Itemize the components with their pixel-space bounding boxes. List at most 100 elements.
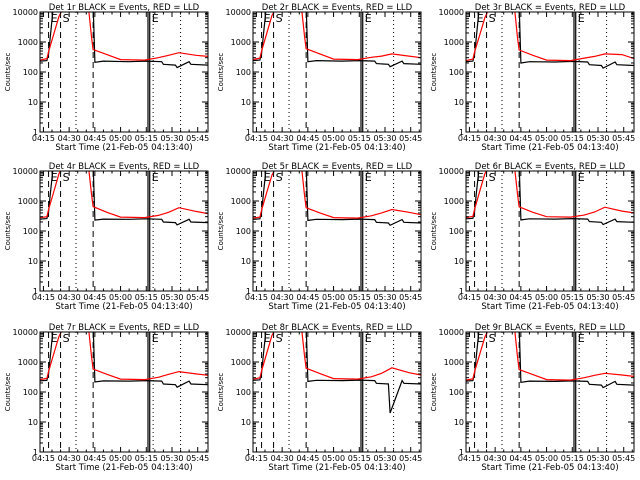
- x-tick-label: 05:15: [135, 134, 158, 143]
- y-tick-label: 10000: [439, 328, 464, 337]
- x-tick-label: 05:15: [348, 293, 371, 302]
- x-tick-label: 05:00: [322, 454, 345, 463]
- y-tick-label: 100: [23, 388, 38, 397]
- lld-series-line: [253, 171, 421, 219]
- lld-series-line: [253, 12, 421, 61]
- lld-series-line: [40, 332, 208, 381]
- x-tick-label: 04:15: [32, 293, 55, 302]
- lld-series-line: [40, 12, 208, 61]
- panel-title: Det 4r BLACK = Events, RED = LLD: [49, 162, 200, 172]
- x-tick-label: 05:45: [399, 293, 422, 302]
- x-tick-label: 05:45: [612, 293, 635, 302]
- x-axis-label: Start Time (21-Feb-05 04:13:40): [55, 302, 192, 312]
- y-tick-label: 1: [459, 128, 464, 137]
- marker-letter: S: [276, 12, 283, 25]
- y-tick-label: 10000: [439, 8, 464, 17]
- lld-series-line: [466, 12, 634, 62]
- panel-title: Det 2r BLACK = Events, RED = LLD: [262, 3, 413, 13]
- axes-frame: [465, 170, 635, 292]
- x-tick-label: 04:30: [58, 293, 81, 302]
- axes-frame: [252, 331, 422, 453]
- y-tick-label: 10: [28, 98, 38, 107]
- y-axis-label: Counts/sec: [430, 212, 438, 251]
- marker-letter: E: [477, 332, 484, 345]
- axes-frame: [39, 331, 209, 453]
- x-tick-label: 04:30: [58, 454, 81, 463]
- y-tick-label: 1: [459, 448, 464, 457]
- y-tick-label: 1: [246, 448, 251, 457]
- x-tick-label: 04:30: [58, 134, 81, 143]
- marker-letter: E: [51, 171, 58, 184]
- x-tick-label: 05:00: [535, 134, 558, 143]
- y-tick-label: 10: [241, 98, 251, 107]
- x-tick-label: 04:45: [509, 293, 532, 302]
- y-tick-label: 1: [33, 128, 38, 137]
- y-tick-label: 10: [454, 257, 464, 266]
- marker-letter: E: [365, 12, 372, 25]
- y-tick-label: 100: [23, 227, 38, 236]
- marker-letter: E: [152, 332, 159, 345]
- y-tick-label: 10: [28, 418, 38, 427]
- x-axis-label: Start Time (21-Feb-05 04:13:40): [481, 143, 618, 153]
- panel-title: Det 1r BLACK = Events, RED = LLD: [49, 3, 200, 13]
- y-axis-label: Counts/sec: [4, 53, 12, 92]
- x-tick-label: 05:15: [135, 293, 158, 302]
- marker-letter: E: [578, 332, 585, 345]
- lld-series-line: [40, 171, 208, 219]
- y-tick-label: 100: [449, 388, 464, 397]
- y-tick-label: 10000: [226, 8, 251, 17]
- x-tick-label: 05:45: [186, 134, 209, 143]
- marker-letter: E: [264, 332, 271, 345]
- x-tick-label: 05:00: [109, 454, 132, 463]
- x-axis-label: Start Time (21-Feb-05 04:13:40): [268, 463, 405, 473]
- x-tick-label: 05:00: [535, 293, 558, 302]
- x-tick-label: 04:15: [458, 134, 481, 143]
- y-tick-label: 1000: [231, 38, 251, 47]
- x-axis-label: Start Time (21-Feb-05 04:13:40): [481, 463, 618, 473]
- marker-letter: E: [578, 171, 585, 184]
- y-tick-label: 1000: [18, 197, 38, 206]
- axes-frame: [252, 170, 422, 292]
- y-tick-label: 1000: [231, 197, 251, 206]
- x-tick-label: 05:45: [186, 293, 209, 302]
- marker-letter: E: [264, 171, 271, 184]
- x-tick-label: 04:15: [458, 293, 481, 302]
- marker-letter: E: [365, 171, 372, 184]
- y-tick-label: 1000: [18, 38, 38, 47]
- y-axis-label: Counts/sec: [4, 373, 12, 412]
- x-tick-label: 04:30: [271, 454, 294, 463]
- x-tick-label: 04:45: [509, 454, 532, 463]
- y-tick-label: 1000: [231, 358, 251, 367]
- x-tick-label: 04:45: [296, 134, 319, 143]
- marker-letter: S: [63, 332, 70, 345]
- axes-frame: [465, 331, 635, 453]
- x-axis-label: Start Time (21-Feb-05 04:13:40): [481, 302, 618, 312]
- marker-letter: S: [489, 171, 496, 184]
- x-tick-label: 05:00: [109, 134, 132, 143]
- y-axis-label: Counts/sec: [430, 373, 438, 412]
- marker-letter: E: [477, 171, 484, 184]
- x-tick-label: 04:30: [271, 293, 294, 302]
- y-tick-label: 100: [236, 388, 251, 397]
- events-series-line: [40, 332, 208, 388]
- x-tick-label: 04:30: [484, 454, 507, 463]
- x-tick-label: 04:15: [245, 134, 268, 143]
- y-tick-label: 10000: [13, 328, 38, 337]
- y-tick-label: 1: [33, 448, 38, 457]
- x-axis-label: Start Time (21-Feb-05 04:13:40): [55, 463, 192, 473]
- marker-letter: E: [365, 332, 372, 345]
- marker-letter: E: [578, 12, 585, 25]
- panel-title: Det 5r BLACK = Events, RED = LLD: [262, 162, 413, 172]
- x-tick-label: 05:30: [373, 454, 396, 463]
- y-tick-label: 1000: [444, 38, 464, 47]
